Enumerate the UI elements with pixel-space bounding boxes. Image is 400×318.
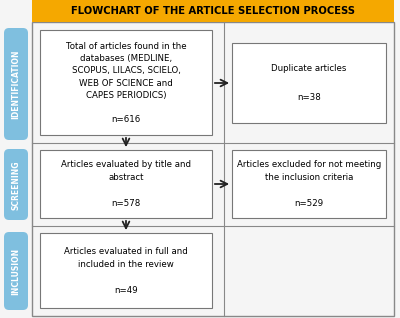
- Text: Articles evaluated by title and
abstract

n=578: Articles evaluated by title and abstract…: [61, 160, 191, 208]
- Text: FLOWCHART OF THE ARTICLE SELECTION PROCESS: FLOWCHART OF THE ARTICLE SELECTION PROCE…: [71, 6, 355, 16]
- Bar: [232, 150, 386, 218]
- Bar: [40, 233, 212, 308]
- Text: Articles excluded for not meeting
the inclusion criteria

n=529: Articles excluded for not meeting the in…: [237, 160, 381, 208]
- Bar: [32, 0, 394, 22]
- FancyBboxPatch shape: [4, 28, 28, 140]
- Bar: [40, 30, 212, 135]
- Bar: [40, 150, 212, 218]
- Text: Total of articles found in the
databases (MEDLINE,
SCOPUS, LILACS, SCIELO,
WEB O: Total of articles found in the databases…: [66, 42, 186, 124]
- Bar: [232, 43, 386, 123]
- Text: IDENTIFICATION: IDENTIFICATION: [12, 49, 20, 119]
- FancyBboxPatch shape: [4, 232, 28, 310]
- Text: Duplicate articles

n=38: Duplicate articles n=38: [271, 64, 347, 102]
- Text: INCLUSION: INCLUSION: [12, 247, 20, 294]
- FancyBboxPatch shape: [4, 149, 28, 220]
- Text: Articles evaluated in full and
included in the review

n=49: Articles evaluated in full and included …: [64, 247, 188, 295]
- Text: SCREENING: SCREENING: [12, 160, 20, 210]
